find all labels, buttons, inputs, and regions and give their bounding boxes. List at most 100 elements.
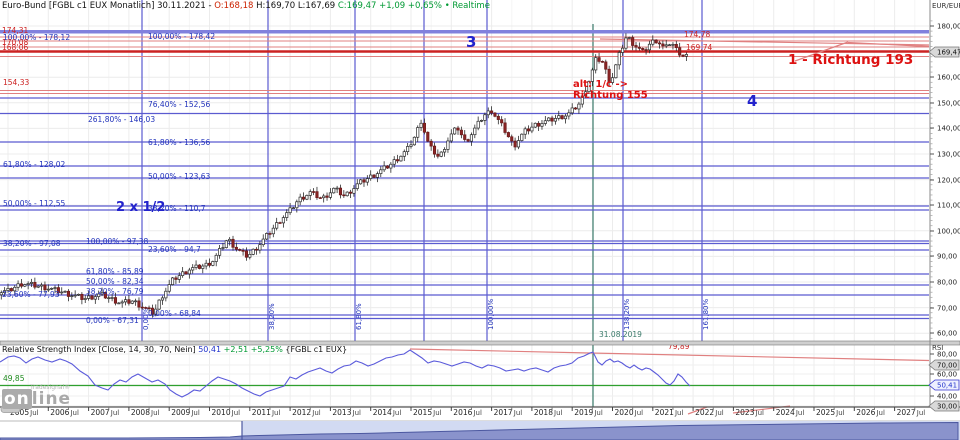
month-tick-label[interactable]: Jul [392,409,402,417]
fib-level-label: 100,00% - 178,12 [3,33,70,42]
fib-level-label: 261,80% - 146,03 [88,115,155,124]
price-level-labels: 100,00% - 178,12 100,00% - 178,42 76,40% -… [2,26,712,325]
red-level-label: 168,06 [2,43,28,52]
year-tick-label[interactable]: 2007 [91,408,110,417]
open-value: O:168,18 [214,1,254,11]
year-tick-label[interactable]: 2011 [252,408,271,417]
month-tick-label[interactable]: Jul [714,409,724,417]
red-level-label: 169,74 [686,43,712,52]
price-axis-tick: 120,00 [937,177,960,185]
svg-text:79,89: 79,89 [668,342,690,351]
year-tick-label[interactable]: 2017 [494,408,513,417]
fib-level-label: 50,00% - 82,34 [86,277,144,286]
svg-text:80,00: 80,00 [937,351,957,359]
watermark-on: on [2,389,32,409]
time-fib-label: 100,00% [487,299,495,330]
month-tick-label[interactable]: Jul [352,409,362,417]
time-fib-label: 61,80% [355,303,363,330]
year-tick-label[interactable]: 2018 [534,408,553,417]
fib-level-label: 100,00% - 178,42 [148,32,215,41]
time-fib-label: 161,80% [702,299,710,330]
svg-text:70,00: 70,00 [937,362,957,370]
fib-level-label: 23,60% - 77,93 [2,290,60,299]
watermark-logo: on line [2,389,72,409]
navigator-area[interactable] [0,421,959,440]
fib-level-label: 76,40% - 152,56 [148,100,211,109]
month-tick-label[interactable]: Jul [29,409,39,417]
year-tick-label[interactable]: 2016 [453,408,472,417]
wave-annotation: alt: 1/c -> [573,79,628,90]
year-tick-label[interactable]: 2012 [292,408,311,417]
resistance-lines [0,36,930,415]
year-tick-label[interactable]: 2008 [131,408,150,417]
year-tick-label[interactable]: 2025 [816,408,835,417]
price-axis-tick: 140,00 [937,125,960,133]
year-tick-label[interactable]: 2019 [574,408,593,417]
month-tick-label[interactable]: Jul [271,409,281,417]
red-level-label: 174,78 [684,30,710,39]
watermark-brand-small: Tradesignal® [30,384,71,391]
year-tick-label[interactable]: 2027 [897,408,916,417]
instrument-title: Euro-Bund [FGBL c1 EUX Monatlich] 30.11.… [2,1,215,11]
fib-level-label: 50,00% - 123,63 [148,172,211,181]
time-fib-label: 38,20% [268,303,276,330]
rsi-symbol: {FGBL c1 EUX} [285,345,348,354]
year-tick-label[interactable]: 2024 [776,408,795,417]
month-tick-label[interactable]: Jul [231,409,241,417]
svg-text:31.08.2019: 31.08.2019 [599,330,642,339]
year-tick-label[interactable]: 2021 [655,408,674,417]
year-tick-label[interactable]: 2013 [332,408,351,417]
rsi-indicator-title: Relative Strength Index [Close, 14, 30, … [2,345,199,354]
wave-annotation: 4 [747,92,758,110]
price-axis-tick: 150,00 [937,100,960,108]
year-tick-label[interactable]: 2022 [695,408,714,417]
month-tick-label[interactable]: Jul [190,409,200,417]
year-tick-label[interactable]: 2026 [856,408,875,417]
svg-text:169,47: 169,47 [937,49,960,57]
fib-level-label: 38,20% - 110,7 [148,204,206,213]
month-tick-label[interactable]: Jul [311,409,321,417]
svg-text:40,00: 40,00 [937,393,957,401]
month-tick-label[interactable]: Jul [593,409,603,417]
date-axis: 2005 Jul 2006 Jul 2007 Jul 2008 Jul 2009 Jul 2010 J… [0,405,926,417]
price-axis-tick: 80,00 [937,279,957,287]
wave-annotation: Richtung 155 [573,90,648,101]
fib-level-label: 100,00% - 97,38 [86,237,149,246]
year-tick-label[interactable]: 2010 [212,408,231,417]
month-tick-label[interactable]: Jul [472,409,482,417]
navigator-strip[interactable] [0,420,960,440]
month-tick-label[interactable]: Jul [795,409,805,417]
red-level-label: 170,08 [2,38,28,47]
month-tick-label[interactable]: Jul [916,409,926,417]
year-tick-label[interactable]: 2015 [413,408,432,417]
month-tick-label[interactable]: Jul [432,409,442,417]
month-tick-label[interactable]: Jul [835,409,845,417]
year-tick-label[interactable]: 2005 [10,408,29,417]
year-tick-label[interactable]: 2009 [171,408,190,417]
month-tick-label[interactable]: Jul [150,409,160,417]
chart-title-bar: Euro-Bund [FGBL c1 EUX Monatlich] 30.11.… [2,1,490,11]
month-tick-label[interactable]: Jul [553,409,563,417]
month-tick-label[interactable]: Jul [634,409,644,417]
month-tick-label[interactable]: Jul [674,409,684,417]
rsi-value: 50,41 [198,345,222,354]
year-tick-label[interactable]: 2014 [373,408,392,417]
fib-level-label: 61,80% - 136,56 [148,138,211,147]
month-tick-label[interactable]: Jul [110,409,120,417]
watermark-line: line [31,389,72,409]
month-tick-label[interactable]: Jul [513,409,523,417]
month-tick-label[interactable]: Jul [875,409,885,417]
svg-text:RSI: RSI [932,344,943,352]
red-level-label: 154,33 [3,78,29,87]
red-level-label: 174,31 [2,26,28,35]
year-tick-label[interactable]: 2023 [735,408,754,417]
fib-level-label: 0,00% - 68,84 [148,309,201,318]
month-tick-label[interactable]: Jul [755,409,765,417]
axis-value-tag [928,359,960,371]
year-tick-label[interactable]: 2006 [50,408,69,417]
rsi-pane: 49,85 79,89 [0,342,929,398]
year-tick-label[interactable]: 2020 [615,408,634,417]
month-tick-label[interactable]: Jul [69,409,79,417]
